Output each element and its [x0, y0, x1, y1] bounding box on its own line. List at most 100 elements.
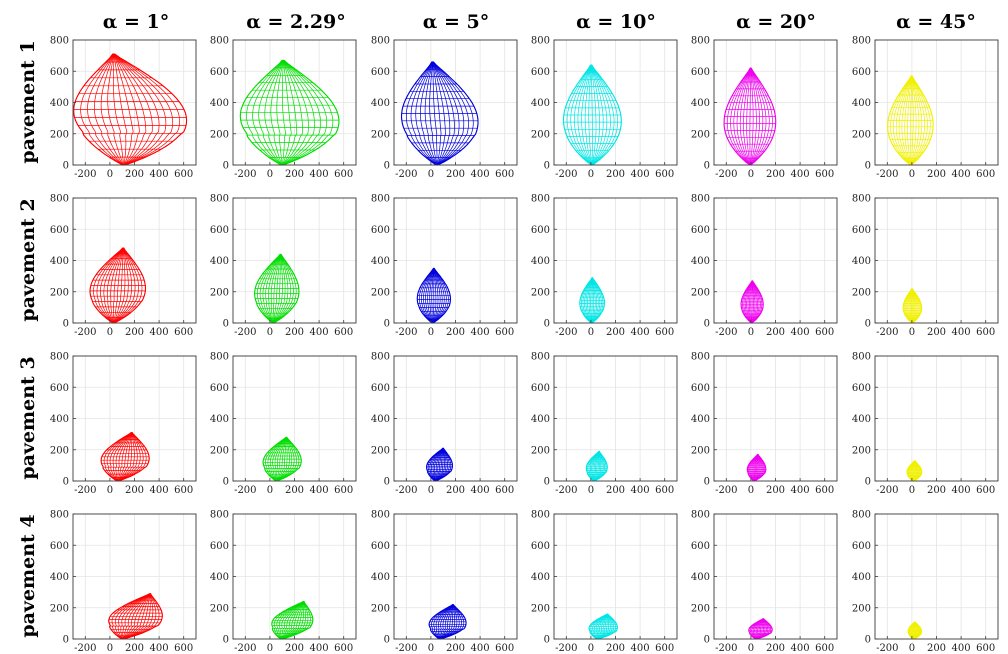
y-tick-label: 400 — [50, 98, 69, 109]
panel-r3-c5: -200 0 200 400 600 0 200 400 600 800 — [691, 352, 838, 496]
x-tick-label: 200 — [285, 485, 304, 496]
mesh-meridian — [432, 61, 474, 166]
mesh-meridian — [113, 247, 129, 324]
y-tick-label: 800 — [531, 194, 550, 205]
mesh-meridian — [281, 60, 292, 166]
x-tick-label: 600 — [655, 643, 674, 654]
mesh-meridian — [282, 60, 334, 166]
mesh-meridian — [570, 64, 592, 166]
mesh-meridian — [439, 604, 454, 640]
mesh-meridian — [282, 60, 328, 166]
y-tick-label: 600 — [371, 67, 390, 78]
x-tick-label: 200 — [766, 169, 785, 180]
wireframe-mesh — [746, 453, 767, 482]
x-tick-label: 0 — [107, 327, 113, 338]
x-tick-label: 0 — [909, 169, 915, 180]
mesh-meridian — [246, 60, 283, 166]
mesh-meridian — [265, 254, 281, 324]
x-tick-label: 600 — [976, 327, 995, 338]
x-tick-label: -200 — [715, 485, 737, 496]
x-tick-label: 400 — [310, 169, 329, 180]
y-tick-label: 600 — [531, 225, 550, 236]
y-tick-label: 800 — [531, 510, 550, 521]
y-tick-label: 200 — [210, 287, 229, 298]
x-tick-label: 600 — [495, 485, 514, 496]
mesh-meridian — [276, 601, 304, 640]
x-tick-label: 200 — [606, 169, 625, 180]
mesh-meridian — [912, 460, 916, 482]
mesh-meridian — [591, 64, 615, 166]
x-tick-label: 600 — [815, 169, 834, 180]
x-tick-label: 200 — [285, 169, 304, 180]
x-tick-label: -200 — [876, 169, 898, 180]
mesh-meridian — [113, 247, 124, 324]
x-tick-label: 600 — [655, 327, 674, 338]
panel-r1-c3: -200 0 200 400 600 0 200 400 600 800 — [371, 36, 518, 180]
mesh-meridian — [273, 254, 297, 324]
x-tick-label: 200 — [606, 643, 625, 654]
y-tick-label: 0 — [63, 319, 69, 330]
y-tick-label: 800 — [852, 510, 871, 521]
x-tick-label: 200 — [125, 169, 144, 180]
x-tick-label: 600 — [174, 643, 193, 654]
mesh-meridian — [437, 604, 454, 640]
mesh-meridian — [429, 61, 438, 166]
x-tick-label: 0 — [588, 643, 594, 654]
row-labels: pavement 1 pavement 2 pavement 3 pavemen… — [17, 40, 39, 637]
x-tick-label: 200 — [125, 643, 144, 654]
mesh-meridian — [117, 432, 147, 482]
mesh-meridian — [910, 75, 917, 166]
wireframe-mesh — [271, 600, 314, 640]
y-tick-label: 200 — [852, 287, 871, 298]
y-tick-label: 800 — [691, 36, 710, 47]
mesh-meridian — [590, 64, 597, 166]
mesh-meridian — [113, 247, 124, 323]
mesh-meridian — [755, 618, 770, 640]
mesh-meridian — [911, 460, 916, 482]
mesh-meridian — [281, 601, 305, 640]
mesh-meridian — [432, 268, 439, 324]
wireframe-mesh — [723, 67, 777, 166]
mesh-meridian — [593, 613, 608, 640]
mesh-meridian — [113, 53, 160, 166]
mesh-meridian — [273, 254, 289, 324]
mesh-meridian — [750, 68, 760, 166]
mesh-meridian — [113, 247, 133, 324]
panel-r2-c6: -200 0 200 400 600 0 200 400 600 800 — [852, 194, 999, 338]
y-tick-label: 0 — [384, 635, 390, 646]
mesh-meridian — [431, 268, 435, 323]
x-tick-label: 200 — [446, 169, 465, 180]
y-tick-label: 400 — [371, 572, 390, 583]
x-tick-label: 400 — [471, 327, 490, 338]
mesh-meridian — [432, 268, 441, 324]
mesh-meridian — [750, 67, 767, 166]
panel-r4-c1: -200 0 200 400 600 0 200 400 600 800 — [50, 510, 197, 654]
y-tick-label: 400 — [852, 572, 871, 583]
panel-r3-c4: -200 0 200 400 600 0 200 400 600 800 — [531, 352, 678, 496]
mesh-meridian — [587, 277, 593, 324]
mesh-meridian — [754, 618, 764, 640]
mesh-outline — [73, 53, 188, 166]
y-tick-label: 400 — [531, 572, 550, 583]
mesh-meridian — [755, 618, 764, 640]
panels: -200 0 200 400 600 0 200 400 600 800 -200 0 200 400 60… — [50, 36, 999, 654]
mesh-meridian — [591, 64, 611, 166]
mesh-meridian — [593, 451, 603, 482]
mesh-outline — [271, 600, 314, 640]
mesh-outline — [100, 432, 150, 482]
mesh-meridian — [755, 618, 766, 640]
panel-r4-c5: -200 0 200 400 600 0 200 400 600 800 — [691, 510, 838, 654]
mesh-meridian — [591, 64, 619, 166]
mesh-meridian — [593, 451, 604, 482]
y-tick-label: 200 — [691, 129, 710, 140]
mesh-meridian — [730, 67, 751, 166]
mesh-meridian — [114, 53, 181, 166]
column-title-4: α = 10° — [576, 11, 656, 33]
y-tick-label: 200 — [371, 287, 390, 298]
y-tick-label: 800 — [50, 194, 69, 205]
x-tick-label: 400 — [150, 485, 169, 496]
mesh-meridian — [280, 601, 304, 640]
mesh-meridian — [117, 432, 141, 482]
mesh-meridian — [276, 437, 287, 482]
x-tick-label: -200 — [876, 643, 898, 654]
